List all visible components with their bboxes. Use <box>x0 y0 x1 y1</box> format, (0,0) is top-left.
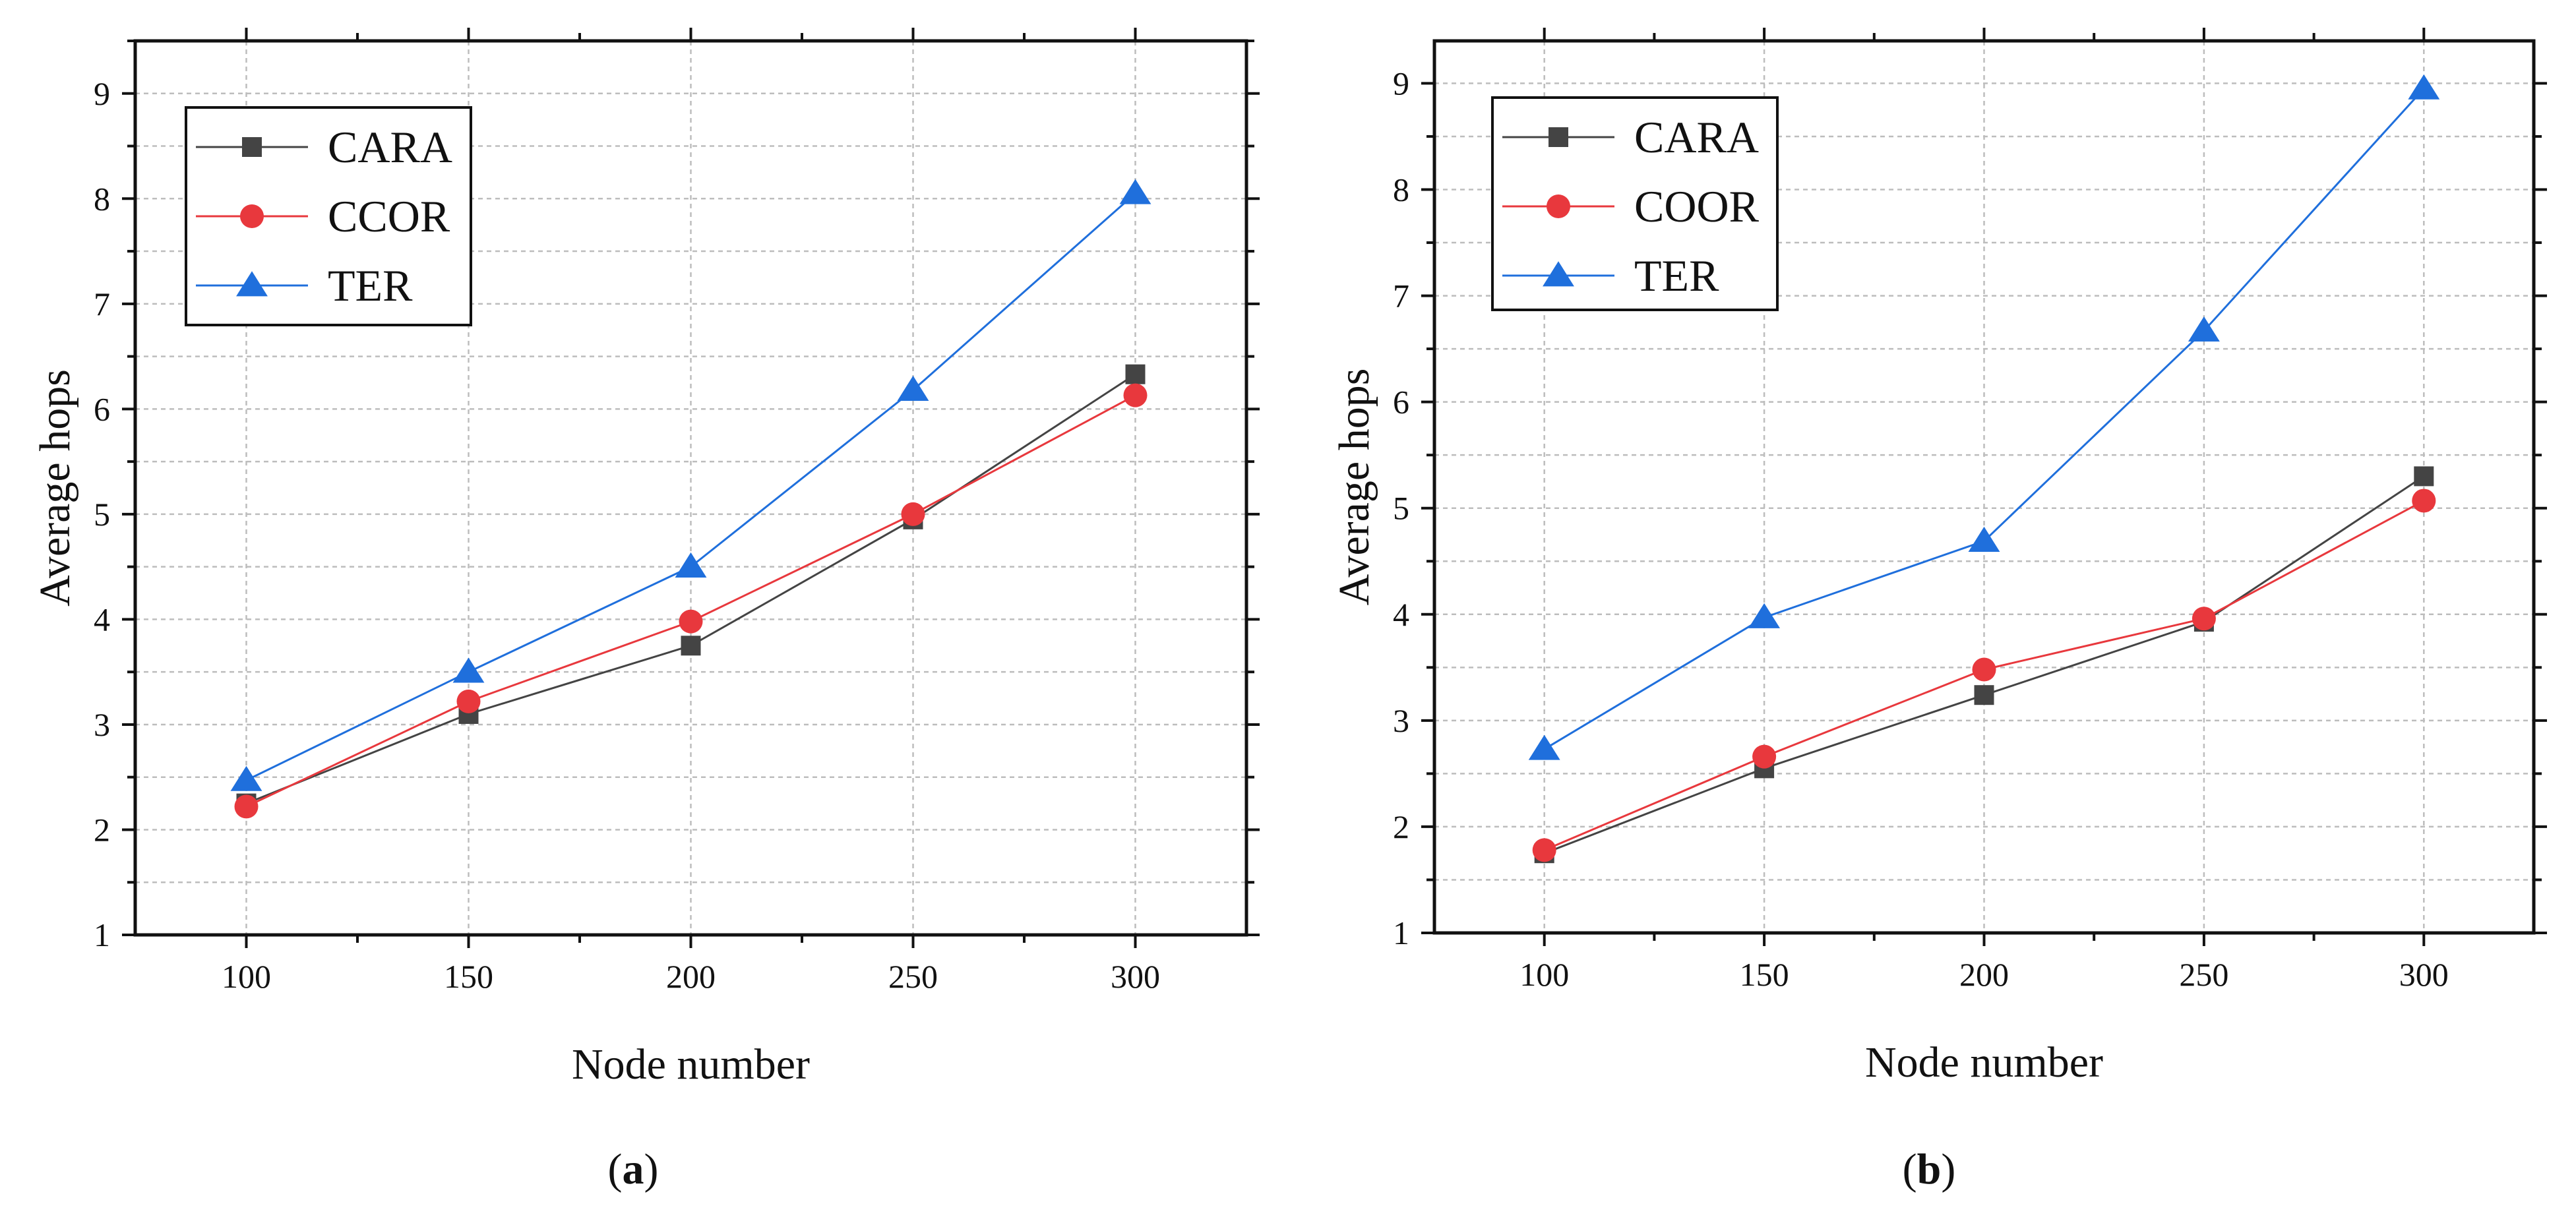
y-tick-label: 3 <box>1393 702 1409 739</box>
chart-panel-b: 100 150 200 250 300 1 2 3 4 5 6 7 8 9 Node number Avera… <box>1330 28 2547 1193</box>
legend-label: CCOR <box>328 191 450 241</box>
y-tick-label: 2 <box>94 811 110 848</box>
x-axis-ticks: 100 150 200 250 300 <box>1519 28 2449 993</box>
marker-triangle <box>1119 179 1151 204</box>
x-axis-label: Node number <box>572 1040 810 1089</box>
series-coor <box>1532 489 2436 862</box>
marker-square <box>681 636 701 656</box>
marker-circle <box>2192 607 2216 631</box>
legend-entry: TER <box>196 260 413 311</box>
legend-label: COOR <box>1634 181 1760 231</box>
marker-circle <box>234 794 259 819</box>
y-tick-label: 1 <box>94 916 110 953</box>
marker-triangle <box>675 552 707 578</box>
marker-circle <box>1752 744 1777 769</box>
x-tick-label: 300 <box>1111 958 1160 995</box>
legend: CARA COOR TER <box>1491 96 1779 311</box>
legend-label: TER <box>1634 251 1719 301</box>
x-tick-label: 100 <box>222 958 271 995</box>
caption-close-paren: ) <box>1941 1145 1955 1193</box>
y-axis-ticks: 1 2 3 4 5 6 7 8 9 <box>1393 65 2547 951</box>
panel-caption: (a) <box>608 1145 659 1193</box>
x-axis-ticks: 100 150 200 250 300 <box>222 28 1160 995</box>
legend-entry: COOR <box>1502 181 1760 231</box>
y-tick-label: 8 <box>94 180 110 217</box>
y-axis-label: Average hops <box>31 369 79 607</box>
legend-entry: CARA <box>1502 112 1759 162</box>
x-axis-label: Node number <box>1865 1038 2103 1087</box>
legend-label: CARA <box>1634 112 1759 162</box>
marker-triangle <box>1748 603 1781 628</box>
marker-triangle <box>236 271 268 297</box>
x-tick-label: 250 <box>2179 956 2228 993</box>
y-tick-label: 6 <box>94 390 110 427</box>
marker-square <box>1974 685 1994 705</box>
marker-square <box>1549 127 1568 147</box>
marker-circle <box>1547 194 1570 218</box>
caption-open-paren: ( <box>1903 1145 1917 1193</box>
marker-triangle <box>452 657 485 683</box>
series-ter <box>230 179 1151 791</box>
marker-triangle <box>2188 316 2220 342</box>
marker-circle <box>2412 489 2436 513</box>
marker-triangle <box>2408 74 2440 100</box>
marker-triangle <box>1968 526 2000 552</box>
caption-close-paren: ) <box>644 1145 659 1193</box>
marker-circle <box>240 204 264 228</box>
marker-triangle <box>1543 261 1574 287</box>
legend-entry: TER <box>1502 251 1719 301</box>
y-tick-label: 9 <box>1393 65 1409 102</box>
series-ccor <box>234 383 1148 819</box>
y-tick-label: 7 <box>94 285 110 322</box>
y-tick-label: 4 <box>94 601 110 638</box>
y-tick-label: 7 <box>1393 278 1409 314</box>
y-tick-label: 5 <box>94 496 110 533</box>
y-tick-label: 8 <box>1393 171 1409 208</box>
y-tick-label: 1 <box>1393 914 1409 951</box>
x-tick-label: 150 <box>444 958 493 995</box>
legend-entry: CARA <box>196 122 452 172</box>
marker-triangle <box>897 375 929 401</box>
legend-label: CARA <box>328 122 452 172</box>
y-tick-label: 4 <box>1393 596 1409 633</box>
x-tick-label: 150 <box>1740 956 1789 993</box>
marker-circle <box>1532 838 1556 862</box>
caption-open-paren: ( <box>608 1145 623 1193</box>
grid <box>135 41 1246 935</box>
caption-letter: b <box>1917 1145 1942 1193</box>
caption-letter: a <box>623 1145 644 1193</box>
marker-square <box>2414 466 2434 487</box>
chart-panel-a: 100 150 200 250 300 1 2 3 4 5 6 7 8 9 Node number Avera… <box>31 28 1260 1193</box>
y-tick-label: 3 <box>94 706 110 743</box>
y-tick-label: 5 <box>1393 490 1409 527</box>
legend-label: TER <box>328 260 413 311</box>
legend-entry: CCOR <box>196 191 450 241</box>
series-ter <box>1528 74 2440 760</box>
x-tick-label: 300 <box>2399 956 2449 993</box>
x-tick-label: 200 <box>666 958 716 995</box>
x-tick-label: 250 <box>888 958 938 995</box>
y-axis-ticks: 1 2 3 4 5 6 7 8 9 <box>94 40 1260 953</box>
y-tick-label: 2 <box>1393 808 1409 845</box>
marker-circle <box>1123 383 1148 407</box>
marker-square <box>242 137 262 157</box>
legend-box <box>1491 96 1779 311</box>
y-tick-label: 9 <box>94 75 110 112</box>
y-axis-label: Average hops <box>1330 369 1378 606</box>
marker-circle <box>1972 657 1996 682</box>
x-tick-label: 100 <box>1519 956 1569 993</box>
marker-circle <box>901 502 925 526</box>
marker-triangle <box>1528 734 1560 760</box>
marker-circle <box>456 689 481 713</box>
marker-square <box>1125 364 1146 384</box>
panel-caption: (b) <box>1903 1145 1956 1193</box>
x-tick-label: 200 <box>1959 956 2009 993</box>
legend: CARA CCOR TER <box>185 106 472 326</box>
marker-triangle <box>230 765 262 791</box>
marker-circle <box>679 609 703 634</box>
y-tick-label: 6 <box>1393 384 1409 421</box>
